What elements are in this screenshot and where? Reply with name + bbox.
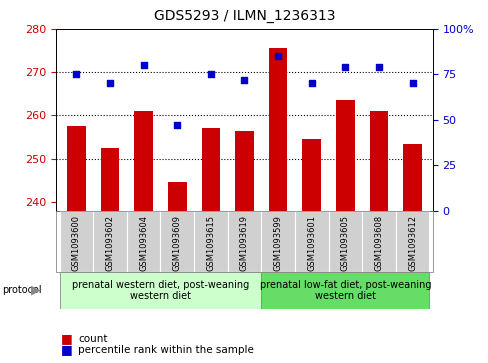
Text: count: count [78,334,107,344]
Bar [126,211,160,272]
Bar [235,131,253,211]
Text: percentile rank within the sample: percentile rank within the sample [78,344,254,355]
Point [72,72,80,77]
Bar [302,139,320,211]
Text: GSM1093599: GSM1093599 [273,215,282,271]
Point [173,122,181,128]
Text: GSM1093609: GSM1093609 [172,215,182,271]
Point [307,81,315,86]
Text: GSM1093612: GSM1093612 [407,215,416,271]
Bar [403,143,421,211]
Bar [134,111,153,211]
Bar [395,211,428,272]
Bar [268,49,287,211]
Bar [101,148,119,211]
Point [206,72,214,77]
Bar [369,111,387,211]
Bar [60,211,93,272]
Text: GSM1093604: GSM1093604 [139,215,148,271]
Bar [67,126,85,211]
Point [408,81,416,86]
Bar [294,211,328,272]
Text: prenatal low-fat diet, post-weaning
western diet: prenatal low-fat diet, post-weaning west… [259,280,430,301]
Text: GSM1093601: GSM1093601 [306,215,316,271]
Bar [328,211,362,272]
Bar [261,272,428,309]
Text: GDS5293 / ILMN_1236313: GDS5293 / ILMN_1236313 [153,9,335,23]
Point [240,77,248,83]
Point [140,62,147,68]
Point [341,64,348,70]
Bar [227,211,261,272]
Text: ▶: ▶ [31,284,41,297]
Point [106,81,114,86]
Text: ■: ■ [61,332,73,345]
Text: ■: ■ [61,343,73,356]
Text: GSM1093608: GSM1093608 [374,215,383,271]
Bar [335,100,354,211]
Text: GSM1093619: GSM1093619 [240,215,248,271]
Text: GSM1093602: GSM1093602 [105,215,114,271]
Text: prenatal western diet, post-weaning
western diet: prenatal western diet, post-weaning west… [72,280,248,301]
Bar [261,211,294,272]
Bar [168,183,186,211]
Bar [201,129,220,211]
Point [374,64,382,70]
Bar [194,211,227,272]
Bar [160,211,194,272]
Text: protocol: protocol [2,285,42,295]
Text: GSM1093600: GSM1093600 [72,215,81,271]
Text: GSM1093615: GSM1093615 [206,215,215,271]
Bar [60,272,261,309]
Point [274,53,282,59]
Text: GSM1093605: GSM1093605 [340,215,349,271]
Bar [93,211,126,272]
Bar [362,211,395,272]
